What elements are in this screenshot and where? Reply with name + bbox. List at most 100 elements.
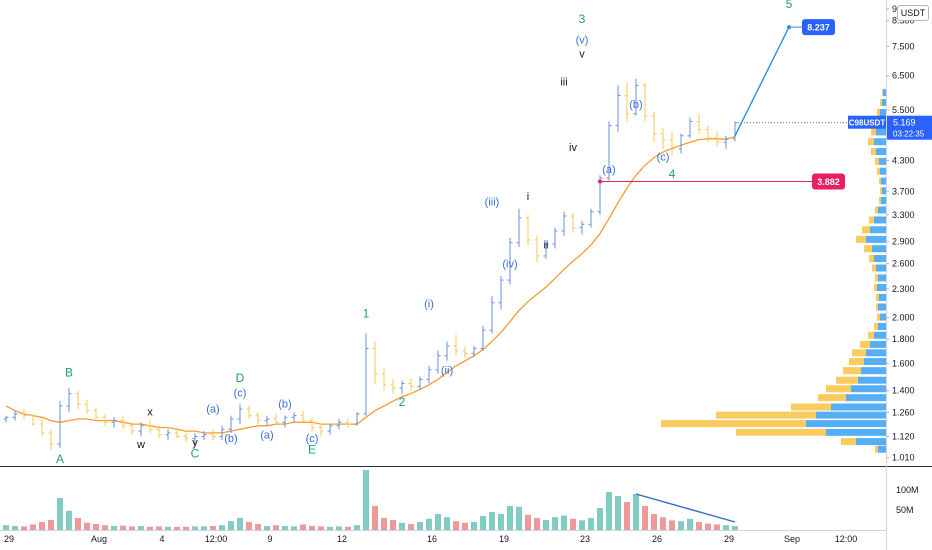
- candle: [147, 418, 153, 433]
- candle: [165, 429, 171, 441]
- volume-bar: [282, 526, 288, 530]
- candle: [21, 409, 27, 419]
- candle: [48, 429, 54, 450]
- profile-bar-up: [882, 99, 886, 107]
- price-tick-label: 7.500: [892, 41, 915, 51]
- volume-bar: [228, 521, 234, 530]
- profile-bar-down: [856, 235, 866, 243]
- volume-bar: [651, 514, 657, 530]
- wave-label: (c): [234, 388, 247, 400]
- candle: [507, 237, 513, 285]
- price-tick-label: 1.260: [892, 407, 915, 417]
- profile-bar-down: [882, 89, 883, 97]
- volume-bar: [633, 494, 639, 530]
- wave-label: (a): [206, 403, 219, 415]
- time-tick-label: 12: [337, 534, 347, 544]
- price-tick-label: 5.500: [892, 105, 915, 115]
- wave-label: iii: [560, 76, 567, 88]
- candle: [174, 427, 180, 439]
- profile-bar-down: [860, 340, 870, 348]
- candle: [399, 380, 405, 394]
- profile-bar-down: [869, 216, 874, 224]
- candle: [192, 432, 198, 444]
- last-price-text: 5.169: [893, 118, 916, 128]
- profile-bar-up: [876, 264, 886, 272]
- profile-bar-down: [879, 196, 881, 204]
- volume-bar: [138, 526, 144, 530]
- profile-bar-up: [878, 303, 886, 311]
- volume-bar: [444, 517, 450, 530]
- profile-bar-up: [870, 226, 886, 234]
- candle: [588, 208, 594, 228]
- profile-bar-down: [872, 264, 876, 272]
- volume-bar: [678, 521, 684, 530]
- candle: [723, 135, 729, 149]
- profile-bar-up: [870, 340, 886, 348]
- symbol-badge: C98USDT: [848, 115, 886, 129]
- volume-bar: [174, 526, 180, 530]
- symbol-badge-bg: [848, 115, 886, 129]
- profile-bar-up: [806, 420, 886, 428]
- candle: [102, 413, 108, 426]
- volume-bar: [237, 518, 243, 530]
- profile-bar-up: [874, 255, 886, 263]
- support-price-box-bg: [812, 173, 845, 190]
- profile-bar-down: [876, 303, 878, 311]
- profile-bar-down: [875, 274, 878, 282]
- volume-bar: [363, 470, 369, 530]
- profile-bar-up: [866, 235, 886, 243]
- wave-labels: ABwxyC(a)(b)(c)D(a)(b)(c)E12(i)(ii)(iii)…: [56, 0, 793, 466]
- currency-label: USDT: [900, 8, 926, 18]
- candle: [732, 121, 738, 142]
- candle: [57, 401, 63, 448]
- profile-bar-up: [881, 177, 886, 185]
- volume-bar: [642, 506, 648, 530]
- last-price-badge: 5.169 03:22:35: [887, 115, 932, 140]
- wave-label: D: [236, 371, 245, 385]
- candle: [426, 365, 432, 384]
- profile-bar-down: [880, 187, 882, 195]
- wave-label: (c): [657, 151, 670, 163]
- candle: [120, 415, 126, 430]
- volume-bar: [120, 525, 126, 530]
- volume-bar: [399, 522, 405, 530]
- candle: [669, 131, 675, 156]
- profile-bar-down: [868, 138, 874, 146]
- time-tick-label: 4: [159, 534, 164, 544]
- volume-tick-label: 100M: [896, 485, 919, 495]
- profile-bar-down: [877, 108, 880, 116]
- candle: [489, 296, 495, 334]
- candle: [516, 208, 522, 248]
- time-tick-label: 9: [267, 534, 272, 544]
- candles: [3, 78, 738, 450]
- candle: [183, 432, 189, 443]
- candle: [354, 412, 360, 426]
- wave-label: (c): [306, 433, 319, 445]
- profile-bar-up: [874, 216, 886, 224]
- volume-bar: [75, 518, 81, 530]
- currency-badge[interactable]: USDT: [897, 5, 929, 21]
- wave-label: E: [308, 443, 316, 457]
- profile-bar-down: [862, 226, 870, 234]
- candle: [30, 413, 36, 426]
- profile-bar-down: [836, 376, 858, 384]
- profile-bar-up: [879, 157, 886, 165]
- candle: [471, 346, 477, 358]
- candle: [273, 413, 279, 425]
- volume-bar: [525, 514, 531, 530]
- volume-bar: [570, 518, 576, 530]
- volume-bar: [21, 526, 27, 530]
- price-tick-label: 1.120: [892, 431, 915, 441]
- volume-bar: [93, 524, 99, 530]
- volume-bar: [552, 517, 558, 530]
- price-axis[interactable]: 9.0008.5007.5006.5005.5004.3003.7003.300…: [886, 4, 915, 463]
- time-axis[interactable]: 29 Aug 4 12:00 9 12 16 19 23 26 29 Sep 12:00: [4, 534, 857, 544]
- support-anchor: [598, 179, 602, 184]
- volume-bar: [165, 526, 171, 530]
- time-tick-label: Aug: [91, 534, 107, 544]
- price-tick-label: 2.600: [892, 259, 915, 269]
- candle: [363, 333, 369, 416]
- volume-bar: [336, 526, 342, 530]
- candle: [570, 213, 576, 233]
